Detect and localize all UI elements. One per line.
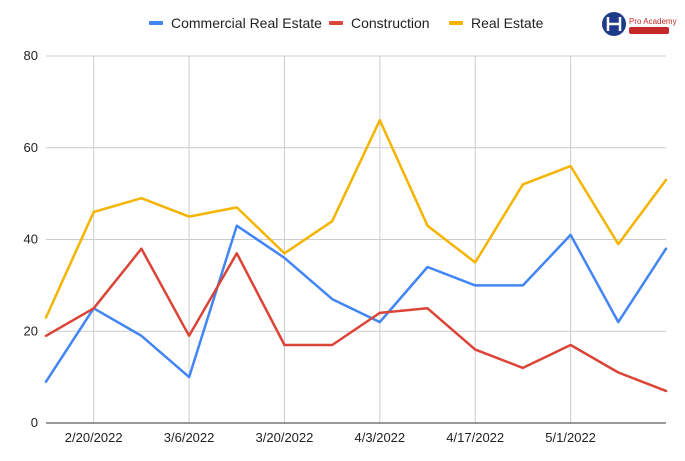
x-tick-label: 3/6/2022 <box>164 430 215 445</box>
series-line-real-estate <box>44 118 668 319</box>
y-tick-label: 60 <box>24 140 38 155</box>
x-tick-label: 3/20/2022 <box>256 430 314 445</box>
logo: Pro Academy <box>602 12 677 36</box>
logo-banner <box>629 27 669 34</box>
series-line-construction <box>44 247 668 393</box>
legend: Commercial Real Estate Construction Real E… <box>149 15 544 31</box>
series-line-commercial-real-estate <box>44 224 668 383</box>
logo-mark-icon <box>606 17 622 31</box>
x-tick-label: 5/1/2022 <box>545 430 596 445</box>
legend-label: Real Estate <box>471 15 544 31</box>
legend-swatch <box>329 21 343 25</box>
y-tick-label: 20 <box>24 323 38 338</box>
x-tick-label: 4/3/2022 <box>355 430 406 445</box>
series-lines <box>44 118 668 393</box>
axes: 0 20 40 60 80 2/20/2022 3/6/2022 3/20/2022 4/3/2… <box>24 48 666 445</box>
y-tick-label: 0 <box>31 415 38 430</box>
y-tick-label: 40 <box>24 232 38 247</box>
legend-swatch <box>149 21 163 25</box>
x-tick-label: 4/17/2022 <box>446 430 504 445</box>
gridlines <box>46 55 666 423</box>
legend-swatch <box>449 21 463 25</box>
x-tick-label: 2/20/2022 <box>65 430 123 445</box>
y-tick-label: 80 <box>24 48 38 63</box>
legend-label: Commercial Real Estate <box>171 15 322 31</box>
logo-text: Pro Academy <box>629 17 677 26</box>
legend-label: Construction <box>351 15 430 31</box>
